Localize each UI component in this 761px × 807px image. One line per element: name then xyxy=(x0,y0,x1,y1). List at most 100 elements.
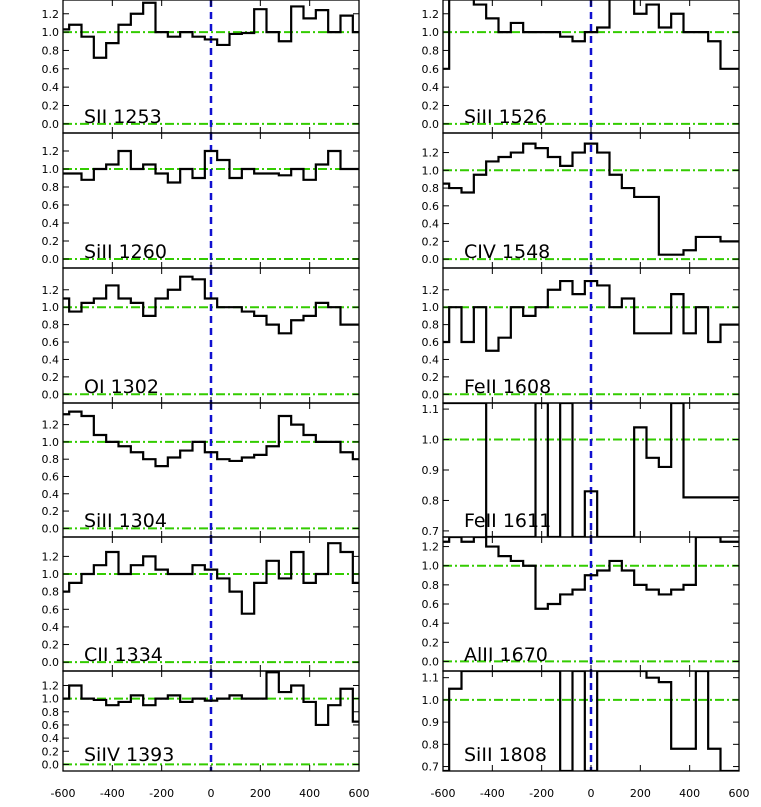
ytick-label: 0.0 xyxy=(422,388,440,401)
ytick-label: 0.8 xyxy=(422,494,440,507)
panel-4: 0.0 0.2 0.4 0.6 0.8 1.0 1.2 CII 1334 xyxy=(42,536,360,672)
panel-label: OI 1302 xyxy=(84,376,159,398)
ytick-label: 0.4 xyxy=(42,732,60,745)
ytick-label: 0.2 xyxy=(42,371,60,384)
ytick-label: 0.4 xyxy=(422,353,440,366)
panel-7: 0.0 0.2 0.4 0.6 0.8 1.0 1.2 CIV 1548 xyxy=(422,132,740,269)
ytick-label: 0.8 xyxy=(42,44,60,57)
spectrum-trace xyxy=(63,410,359,468)
ytick-label: 0.0 xyxy=(422,655,440,668)
ytick-label: 0.7 xyxy=(422,761,440,774)
ytick-label: 0.2 xyxy=(422,235,440,248)
ytick-label: 1.2 xyxy=(422,541,440,554)
ytick-label: 1.0 xyxy=(42,568,60,581)
panel-label: FeII 1611 xyxy=(464,510,551,532)
xtick-label: -200 xyxy=(529,787,554,800)
xtick-label: 600 xyxy=(349,787,370,800)
spectrum-trace xyxy=(63,149,359,184)
ytick-label: 1.0 xyxy=(42,26,60,39)
ytick-label: 0.0 xyxy=(42,656,60,669)
ytick-label: 0.8 xyxy=(42,181,60,194)
ytick-label: 0.4 xyxy=(42,81,60,94)
ytick-label: 0.0 xyxy=(42,522,60,535)
xtick-label: 600 xyxy=(729,787,750,800)
ytick-label: 0.4 xyxy=(42,488,60,501)
panel-2: 0.0 0.2 0.4 0.6 0.8 1.0 1.2 OI 1302 xyxy=(42,267,360,404)
ytick-label: 0.6 xyxy=(422,336,440,349)
ytick-label: 0.6 xyxy=(422,598,440,611)
ytick-label: 1.2 xyxy=(42,8,60,21)
xtick-label: -400 xyxy=(100,787,125,800)
xtick-label: 200 xyxy=(630,787,651,800)
ytick-label: 0.6 xyxy=(422,63,440,76)
panel-label: CIV 1548 xyxy=(464,241,550,263)
ytick-label: 0.2 xyxy=(422,99,440,112)
ytick-label: 0.0 xyxy=(42,253,60,266)
xtick-label: -200 xyxy=(149,787,174,800)
spectrum-trace xyxy=(63,275,359,335)
ytick-label: 1.0 xyxy=(422,434,440,447)
ytick-label: 0.8 xyxy=(422,319,440,332)
xtick-label: 0 xyxy=(588,787,595,800)
panel-9: 0.7 0.8 0.9 1.0 1.1 FeII 1611 xyxy=(422,402,740,538)
ytick-label: 0.6 xyxy=(42,63,60,76)
ytick-label: 0.6 xyxy=(422,200,440,213)
ytick-label: 0.0 xyxy=(422,253,440,266)
ytick-label: 0.6 xyxy=(42,336,60,349)
ytick-label: 0.8 xyxy=(422,44,440,57)
spectrum-trace xyxy=(63,1,359,59)
ytick-label: 1.0 xyxy=(422,694,440,707)
ytick-label: 1.0 xyxy=(422,164,440,177)
ytick-label: 1.2 xyxy=(42,679,60,692)
ytick-label: 0.0 xyxy=(42,758,60,771)
ytick-label: 0.9 xyxy=(422,464,440,477)
ytick-label: 0.6 xyxy=(42,470,60,483)
panel-5: 0.00.20.40.60.81.01.2 SiIV 1393 -600 -400 -2… xyxy=(42,670,370,800)
ytick-label: 1.0 xyxy=(42,693,60,706)
xtick-label: 400 xyxy=(299,787,320,800)
xtick-label: -400 xyxy=(480,787,505,800)
ytick-label: 0.8 xyxy=(422,182,440,195)
ytick-label: 0.0 xyxy=(42,388,60,401)
panel-label: SII 1253 xyxy=(84,106,162,128)
ytick-label: 0.2 xyxy=(422,636,440,649)
ytick-label: 1.2 xyxy=(42,284,60,297)
ytick-label: 0.2 xyxy=(42,235,60,248)
ytick-label: 1.0 xyxy=(422,26,440,39)
panel-label: SiII 1526 xyxy=(464,106,547,128)
ytick-label: 0.6 xyxy=(42,199,60,212)
panel-label: CII 1334 xyxy=(84,644,163,666)
ytick-label: 0.6 xyxy=(42,603,60,616)
ytick-label: 0.0 xyxy=(42,118,60,131)
ytick-label: 0.0 xyxy=(422,118,440,131)
ytick-label: 1.2 xyxy=(42,550,60,563)
ytick-label: 0.4 xyxy=(422,617,440,630)
panel-label: FeII 1608 xyxy=(464,376,551,398)
ytick-label: 0.8 xyxy=(42,319,60,332)
panel-label: SiII 1304 xyxy=(84,510,167,532)
spectrum-trace xyxy=(443,537,739,610)
ytick-label: 0.2 xyxy=(42,505,60,518)
panel-3: 0.0 0.2 0.4 0.6 0.8 1.0 1.2 SiII 1304 xyxy=(42,402,360,538)
spectrum-trace xyxy=(443,671,739,771)
panel-8: 0.0 0.2 0.4 0.6 0.8 1.0 1.2 FeII 1608 xyxy=(422,267,740,404)
panel-10: 0.0 0.2 0.4 0.6 0.8 1.0 1.2 AlII 1670 xyxy=(422,536,740,672)
spectrum-trace xyxy=(443,279,739,352)
ytick-label: 0.2 xyxy=(42,639,60,652)
spectrum-trace xyxy=(63,671,359,727)
spectrum-trace xyxy=(63,542,359,615)
panel-1: 0.0 0.2 0.4 0.6 0.8 1.0 1.2 SiII 1260 xyxy=(42,132,360,269)
panel-label: AlII 1670 xyxy=(464,644,548,666)
ytick-label: 0.2 xyxy=(42,745,60,758)
ytick-label: 1.2 xyxy=(422,147,440,160)
ytick-label: 1.1 xyxy=(422,672,440,685)
ytick-label: 1.0 xyxy=(422,560,440,573)
ytick-label: 0.2 xyxy=(42,99,60,112)
ytick-label: 1.2 xyxy=(422,284,440,297)
panel-label: SiII 1260 xyxy=(84,241,167,263)
ytick-label: 1.2 xyxy=(422,8,440,21)
panel-0: 0.0 0.2 0.4 0.6 0.8 1.0 1.2 SII 1253 xyxy=(42,0,360,134)
panel-6: 0.0 0.2 0.4 0.6 0.8 1.0 1.2 SiII 1526 xyxy=(422,0,740,134)
ytick-label: 0.4 xyxy=(422,218,440,231)
